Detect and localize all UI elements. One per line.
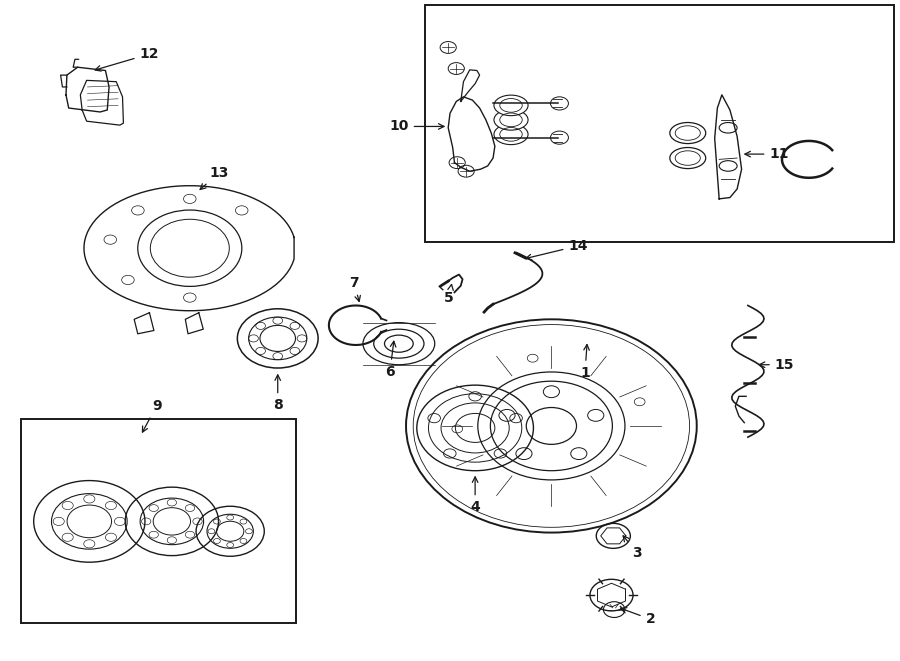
Polygon shape (84, 186, 294, 311)
Polygon shape (448, 97, 495, 171)
Bar (425, 5, 894, 242)
Polygon shape (80, 81, 123, 125)
Text: 4: 4 (470, 477, 480, 514)
Ellipse shape (494, 124, 528, 145)
Text: 15: 15 (760, 358, 795, 371)
Text: 10: 10 (390, 120, 444, 134)
Text: 1: 1 (580, 344, 590, 380)
Polygon shape (715, 95, 742, 199)
Polygon shape (461, 70, 480, 101)
Text: 3: 3 (623, 536, 642, 560)
Ellipse shape (670, 122, 706, 143)
Text: 14: 14 (526, 239, 588, 260)
Ellipse shape (494, 110, 528, 130)
Text: 12: 12 (95, 47, 159, 71)
Text: 8: 8 (273, 375, 283, 412)
Text: 7: 7 (349, 276, 360, 301)
Polygon shape (66, 67, 109, 112)
Bar (21, 419, 296, 623)
Ellipse shape (670, 147, 706, 169)
Text: 9: 9 (142, 399, 161, 432)
Text: 13: 13 (200, 165, 229, 190)
Text: 6: 6 (385, 341, 396, 379)
Text: 2: 2 (621, 607, 655, 626)
Text: 11: 11 (745, 147, 789, 161)
Text: 5: 5 (445, 284, 454, 305)
Ellipse shape (494, 95, 528, 116)
